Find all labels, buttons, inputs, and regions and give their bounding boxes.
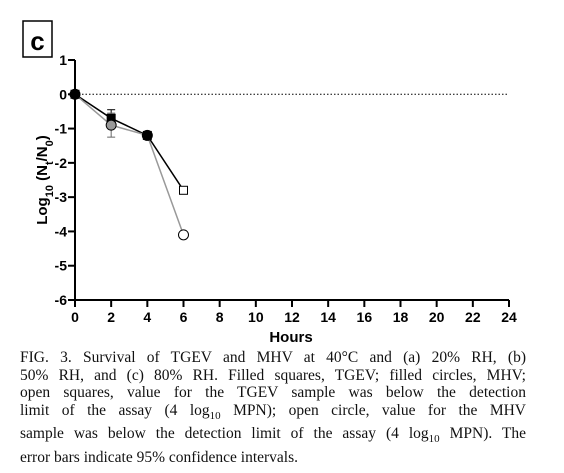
y-tick-label: -6 — [55, 292, 68, 308]
x-tick-label: 4 — [143, 309, 151, 325]
y-tick-label: 0 — [59, 86, 67, 102]
x-tick-label: 12 — [284, 309, 300, 325]
y-tick-label: -2 — [55, 155, 68, 171]
caption-line: FIG. 3. Survival of TGEV and MHV at 40°C… — [20, 349, 526, 366]
series-line-tgev — [74, 93, 185, 191]
x-tick-label: 6 — [180, 309, 188, 325]
x-tick-label: 18 — [393, 309, 409, 325]
caption-line: open squares, value for the TGEV sample … — [20, 384, 526, 401]
mhv-circle-marker — [105, 119, 117, 131]
x-tick-label: 8 — [216, 309, 224, 325]
y-axis-title: Log10 (Nt/N0) — [34, 135, 56, 225]
caption-line: error bars indicate 95% confidence inter… — [20, 448, 299, 466]
x-tick-label: 20 — [429, 309, 445, 325]
figure-caption: FIG. 3. Survival of TGEV and MHV at 40°C… — [20, 349, 526, 466]
caption-line: limit of the assay (4 log10 MPN); open c… — [20, 401, 526, 422]
mhv-circle-marker — [178, 229, 189, 241]
x-tick-label: 0 — [71, 309, 79, 325]
mhv-circle-marker — [69, 88, 81, 100]
axes: 10-1-2-3-4-5-60 2 4 6 8 10 12 14 16 18 20 22 24 — [55, 52, 517, 325]
y-tick-label: -1 — [55, 121, 68, 137]
x-axis-title: Hours — [269, 329, 312, 346]
caption-line: sample was below the detection limit of … — [20, 425, 527, 446]
x-tick-label: 10 — [248, 309, 264, 325]
y-tick-label: -4 — [55, 223, 68, 239]
caption-line: 50% RH, and (c) 80% RH. Filled squares, … — [20, 366, 526, 384]
x-tick-label: 22 — [465, 309, 481, 325]
x-tick-label: 16 — [357, 309, 373, 325]
x-tick-label: 24 — [501, 309, 517, 325]
panel-label: C — [30, 26, 44, 56]
panel-label-box: C — [22, 20, 53, 58]
survival-chart: C 10-1-2-3-4-5-60 2 4 6 8 10 12 14 16 18 20 22 24 Lo… — [22, 20, 517, 346]
series-line-mhv — [74, 93, 185, 236]
x-tick-label: 2 — [107, 309, 115, 325]
tgev-square-marker — [179, 185, 188, 195]
x-tick-label: 14 — [320, 309, 336, 325]
y-tick-label: 1 — [59, 52, 67, 68]
y-tick-label: -5 — [55, 258, 68, 274]
mhv-circle-marker — [141, 129, 153, 141]
y-tick-label: -3 — [55, 189, 68, 205]
data-marks — [69, 88, 189, 241]
